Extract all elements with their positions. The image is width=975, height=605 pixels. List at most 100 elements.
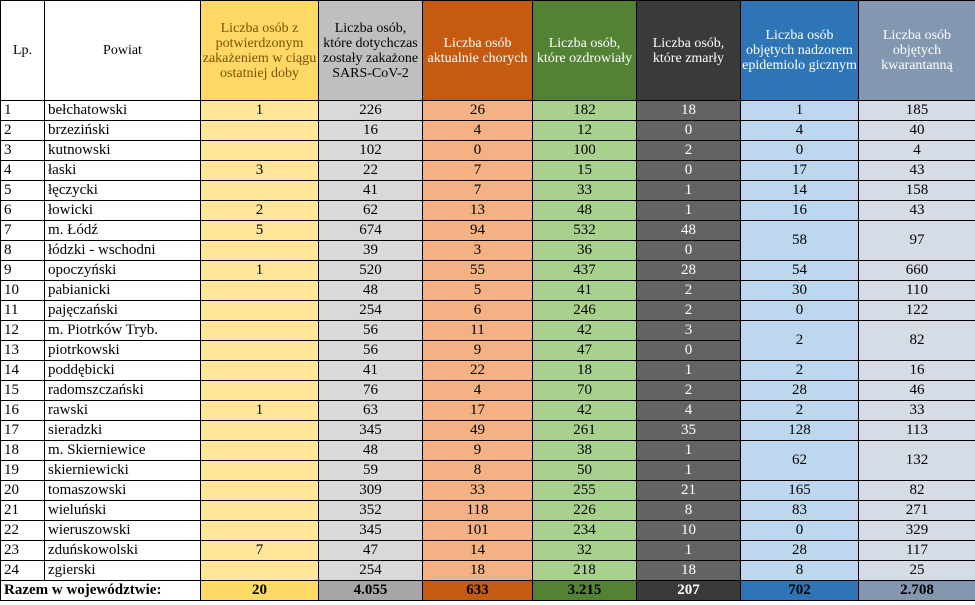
cell-supervision: 0 — [740, 300, 859, 321]
cell-active: 9 — [422, 340, 533, 361]
cell-lp: 11 — [0, 300, 45, 321]
cell-new-cases: 5 — [200, 220, 319, 241]
cell-new-cases — [200, 360, 319, 381]
cell-powiat: skierniewicki — [44, 460, 201, 481]
cell-new-cases — [200, 440, 319, 461]
cell-supervision: 2 — [740, 360, 859, 381]
cell-new-cases — [200, 300, 319, 321]
cell-powiat: poddębicki — [44, 360, 201, 381]
cell-total-infected: 62 — [318, 200, 423, 221]
cell-recovered: 18 — [532, 360, 637, 381]
cell-deaths: 28 — [636, 260, 741, 281]
cell-lp: 12 — [0, 320, 45, 341]
cell-lp: 23 — [0, 540, 45, 561]
table-row: 1 bełchatowski 1 226 26 182 18 1 185 — [0, 100, 975, 121]
cell-lp: 14 — [0, 360, 45, 381]
cell-active: 8 — [422, 460, 533, 481]
cell-powiat: pajęczański — [44, 300, 201, 321]
cell-quarantine: 158 — [858, 180, 975, 201]
cell-lp: 4 — [0, 160, 45, 181]
cell-new-cases — [200, 120, 319, 141]
cell-total-infected: 63 — [318, 400, 423, 421]
cell-quarantine: 82 — [858, 480, 975, 501]
cell-total-infected: 674 — [318, 220, 423, 241]
total-new-cases: 20 — [200, 580, 319, 601]
table-row: 21 wieluński 352 118 226 8 83 271 — [0, 500, 975, 521]
cell-recovered: 42 — [532, 320, 637, 341]
cell-recovered: 218 — [532, 560, 637, 581]
cell-lp: 2 — [0, 120, 45, 141]
cell-quarantine: 660 — [858, 260, 975, 281]
cell-deaths: 1 — [636, 180, 741, 201]
cell-supervision: 16 — [740, 200, 859, 221]
cell-recovered: 70 — [532, 380, 637, 401]
cell-deaths: 2 — [636, 300, 741, 321]
cell-new-cases — [200, 500, 319, 521]
cell-supervision: 8 — [740, 560, 859, 581]
cell-active: 6 — [422, 300, 533, 321]
cell-recovered: 15 — [532, 160, 637, 181]
cell-lp: 9 — [0, 260, 45, 281]
header-powiat: Powiat — [44, 0, 201, 101]
cell-active: 7 — [422, 160, 533, 181]
cell-supervision: 54 — [740, 260, 859, 281]
cell-quarantine: 122 — [858, 300, 975, 321]
cell-powiat: łowicki — [44, 200, 201, 221]
cell-recovered: 47 — [532, 340, 637, 361]
cell-recovered: 100 — [532, 140, 637, 161]
cell-lp: 8 — [0, 240, 45, 261]
table-row: 2 brzeziński 16 4 12 0 4 40 — [0, 120, 975, 141]
cell-deaths: 35 — [636, 420, 741, 441]
cell-deaths: 8 — [636, 500, 741, 521]
cell-active: 13 — [422, 200, 533, 221]
cell-supervision: 1 — [740, 100, 859, 121]
cell-total-infected: 520 — [318, 260, 423, 281]
cell-recovered: 226 — [532, 500, 637, 521]
cell-new-cases: 3 — [200, 160, 319, 181]
table-row: 16 rawski 1 63 17 42 4 2 33 — [0, 400, 975, 421]
cell-quarantine: 43 — [858, 160, 975, 181]
cell-deaths: 21 — [636, 480, 741, 501]
table-row: 5 łęczycki 41 7 33 1 14 158 — [0, 180, 975, 201]
cell-lp: 3 — [0, 140, 45, 161]
cell-deaths: 2 — [636, 280, 741, 301]
table-row: 11 pajęczański 254 6 246 2 0 122 — [0, 300, 975, 321]
cell-recovered: 42 — [532, 400, 637, 421]
cell-active: 18 — [422, 560, 533, 581]
table-row: 24 zgierski 254 18 218 18 8 25 — [0, 560, 975, 581]
table-row: 14 poddębicki 41 22 18 1 2 16 — [0, 360, 975, 381]
cell-recovered: 246 — [532, 300, 637, 321]
cell-total-infected: 102 — [318, 140, 423, 161]
cell-total-infected: 41 — [318, 360, 423, 381]
table-row: 9 opoczyński 1 520 55 437 28 54 660 — [0, 260, 975, 281]
cell-powiat: radomszczański — [44, 380, 201, 401]
cell-recovered: 261 — [532, 420, 637, 441]
cell-quarantine: 25 — [858, 560, 975, 581]
cell-new-cases — [200, 140, 319, 161]
cell-powiat: zgierski — [44, 560, 201, 581]
table-row: 12 m. Piotrków Tryb. 56 11 42 3 2 82 — [0, 320, 975, 361]
cell-total-infected: 48 — [318, 280, 423, 301]
cell-lp: 24 — [0, 560, 45, 581]
cell-total-infected: 254 — [318, 560, 423, 581]
cell-powiat: bełchatowski — [44, 100, 201, 121]
cell-powiat: tomaszowski — [44, 480, 201, 501]
header-recovered: Liczba osób, które ozdrowiały — [532, 0, 637, 101]
cell-lp: 22 — [0, 520, 45, 541]
cell-active: 22 — [422, 360, 533, 381]
cell-active: 7 — [422, 180, 533, 201]
cell-supervision: 28 — [740, 540, 859, 561]
cell-supervision: 62 — [740, 440, 859, 481]
cell-powiat: brzeziński — [44, 120, 201, 141]
total-infected: 4.055 — [318, 580, 423, 601]
table-row: 20 tomaszowski 309 33 255 21 165 82 — [0, 480, 975, 501]
cell-new-cases: 1 — [200, 100, 319, 121]
table-row: 4 łaski 3 22 7 15 0 17 43 — [0, 160, 975, 181]
cell-powiat: wieruszowski — [44, 520, 201, 541]
cell-deaths: 1 — [636, 460, 741, 481]
cell-new-cases — [200, 180, 319, 201]
cell-total-infected: 39 — [318, 240, 423, 261]
total-quarantine: 2.708 — [858, 580, 975, 601]
cell-total-infected: 56 — [318, 320, 423, 341]
